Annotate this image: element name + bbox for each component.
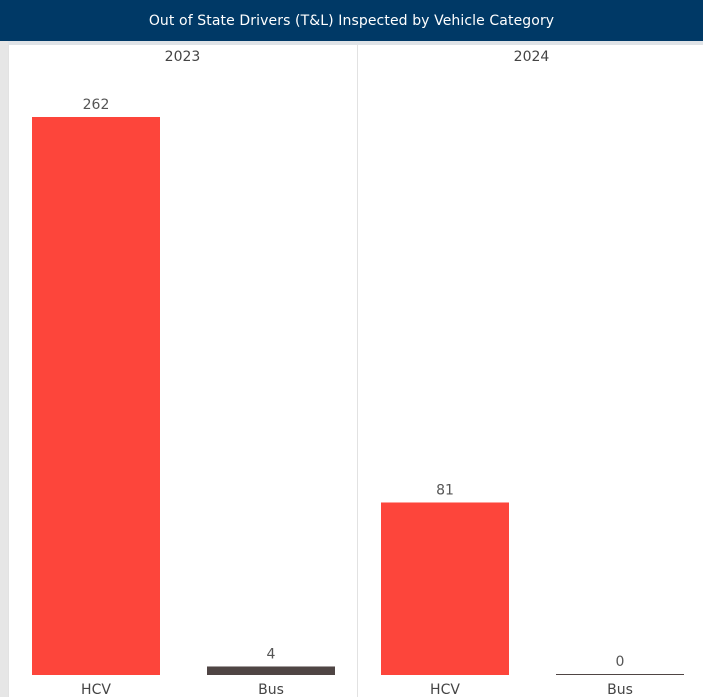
data-label-2024-bus: 0 bbox=[616, 654, 625, 670]
bar-2024-hcv bbox=[381, 502, 509, 675]
chart-title-bar: Out of State Drivers (T&L) Inspected by … bbox=[0, 0, 703, 41]
category-label-2024-hcv: HCV bbox=[430, 682, 460, 697]
chart-title: Out of State Drivers (T&L) Inspected by … bbox=[148, 12, 555, 29]
bar-2023-hcv bbox=[32, 117, 160, 675]
bar-2024-bus bbox=[556, 674, 684, 675]
header-divider bbox=[0, 41, 703, 45]
data-label-2023-bus: 4 bbox=[267, 646, 276, 662]
data-label-2024-hcv: 81 bbox=[436, 482, 454, 498]
panel-year-label: 2024 bbox=[514, 49, 550, 65]
category-label-2023-bus: Bus bbox=[258, 682, 284, 697]
bar-2023-bus bbox=[207, 666, 335, 675]
panel-year-label: 2023 bbox=[165, 49, 201, 65]
category-label-2024-bus: Bus bbox=[607, 682, 633, 697]
left-margin-strip bbox=[0, 41, 8, 697]
category-label-2023-hcv: HCV bbox=[81, 682, 111, 697]
data-label-2023-hcv: 262 bbox=[83, 97, 110, 113]
